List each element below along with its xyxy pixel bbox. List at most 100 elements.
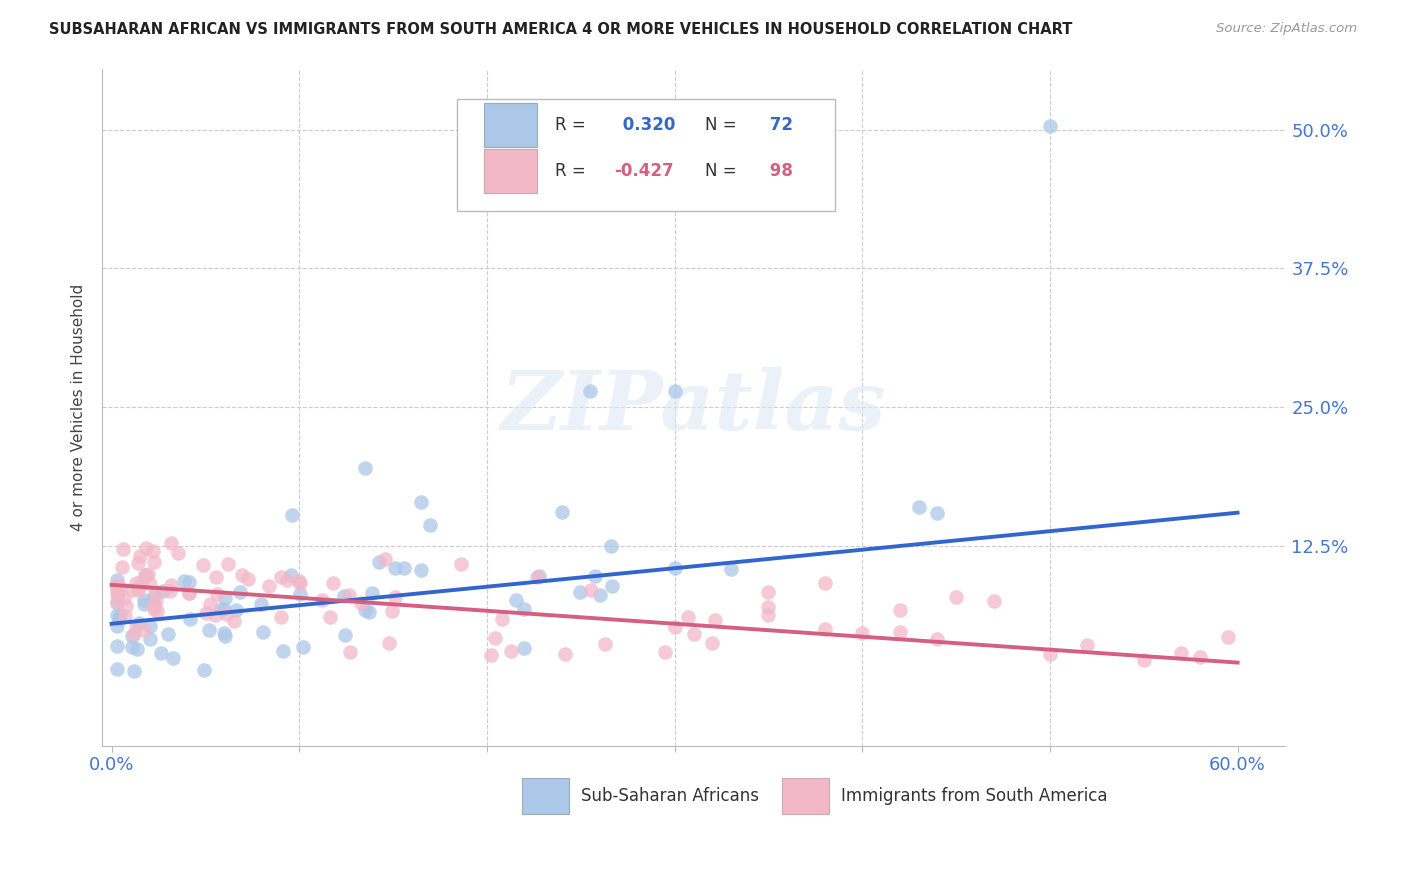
Point (162, 651, 184, 665)
Text: 0.320: 0.320 (616, 116, 675, 134)
Point (281, 508, 304, 523)
Point (599, 539, 621, 553)
Point (115, 599, 138, 614)
Point (368, 555, 391, 569)
Point (121, 629, 143, 643)
Text: -0.427: -0.427 (614, 162, 673, 180)
Point (889, 625, 911, 640)
Point (124, 626, 146, 640)
Point (212, 626, 235, 640)
Point (1132, 652, 1154, 666)
Point (1039, 120, 1062, 134)
Point (222, 614, 245, 628)
Point (105, 577, 128, 591)
Bar (484, 149, 537, 193)
Point (927, 632, 949, 646)
Point (588, 588, 610, 602)
Point (142, 599, 165, 613)
Point (105, 580, 128, 594)
Point (683, 626, 706, 640)
Point (124, 619, 146, 633)
Point (152, 584, 174, 599)
Point (1039, 648, 1062, 662)
Point (142, 544, 165, 558)
Point (664, 561, 686, 575)
Point (526, 570, 548, 584)
Point (814, 622, 837, 636)
Point (209, 602, 232, 616)
Point (128, 549, 150, 564)
Point (142, 589, 165, 603)
Point (205, 570, 228, 584)
Point (450, 557, 472, 571)
Point (311, 593, 333, 607)
Point (1170, 646, 1192, 660)
Text: R =: R = (555, 116, 586, 134)
Point (291, 640, 314, 654)
Point (128, 615, 150, 630)
Point (145, 593, 167, 607)
Point (703, 613, 725, 627)
Point (108, 581, 131, 595)
Point (499, 643, 522, 657)
Text: N =: N = (706, 162, 737, 180)
Point (280, 567, 302, 582)
Text: Source: ZipAtlas.com: Source: ZipAtlas.com (1216, 22, 1357, 36)
Point (720, 562, 742, 576)
Point (107, 587, 129, 601)
Point (1189, 649, 1212, 664)
Point (179, 586, 201, 600)
Text: 72: 72 (765, 116, 793, 134)
Point (600, 579, 623, 593)
Point (143, 555, 166, 569)
Bar (782, 779, 830, 814)
Point (907, 500, 929, 515)
Bar (522, 779, 569, 814)
Point (229, 585, 252, 599)
Point (654, 645, 676, 659)
Point (529, 569, 551, 583)
Point (354, 603, 377, 617)
Bar (484, 103, 537, 146)
Point (122, 664, 145, 678)
Point (146, 604, 169, 618)
Point (173, 574, 195, 588)
Point (139, 619, 162, 633)
Point (927, 506, 949, 520)
Point (321, 576, 343, 591)
Point (105, 662, 128, 676)
Point (374, 552, 396, 566)
Point (198, 623, 221, 637)
Point (150, 646, 173, 660)
Point (214, 629, 236, 643)
Point (579, 384, 602, 398)
Point (205, 587, 228, 601)
Point (138, 632, 160, 646)
Point (214, 591, 236, 605)
Point (384, 591, 406, 605)
Point (111, 542, 134, 557)
Point (579, 582, 602, 597)
Point (257, 579, 280, 593)
Point (333, 589, 356, 603)
Point (513, 641, 536, 656)
Point (167, 546, 190, 560)
Point (225, 603, 247, 617)
Point (125, 575, 148, 590)
Point (756, 599, 779, 614)
Point (127, 582, 149, 597)
Point (758, 607, 780, 622)
Point (204, 607, 226, 622)
Point (105, 618, 128, 632)
Point (125, 642, 148, 657)
Point (361, 585, 384, 599)
Point (319, 609, 342, 624)
Point (551, 505, 574, 519)
Point (105, 588, 128, 602)
Point (337, 588, 360, 602)
Point (700, 636, 723, 650)
Point (157, 627, 180, 641)
Point (136, 566, 159, 581)
Point (217, 557, 239, 571)
Point (134, 593, 156, 607)
